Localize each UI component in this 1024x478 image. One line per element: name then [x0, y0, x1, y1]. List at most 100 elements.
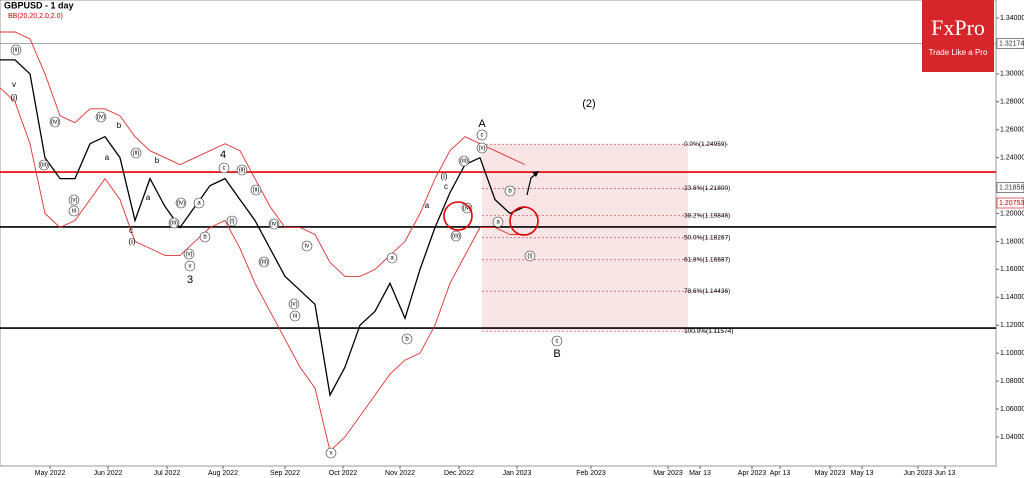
fib-label: 38.2%(1.19846) [684, 212, 730, 219]
wave-label: c [481, 133, 484, 139]
wave-circle [130, 147, 142, 159]
y-tick-label: 1.10000 [1000, 350, 1024, 357]
wave-label: (ii) [13, 48, 20, 54]
wave-label: 4 [220, 149, 226, 161]
wave-label: (iv) [97, 115, 105, 121]
wave-label: c [129, 226, 133, 235]
wave-circle [236, 164, 248, 176]
wave-label: v [189, 264, 192, 270]
wave-circle [268, 218, 280, 230]
x-tick-label: Jan 2023 [503, 470, 532, 477]
wave-circle [183, 248, 195, 260]
wave-label: iv [305, 244, 309, 250]
y-tick-label: 1.08000 [1000, 378, 1024, 385]
wave-circle [68, 205, 80, 217]
highlight-circle [443, 201, 473, 231]
wave-label: (iv) [51, 120, 59, 126]
x-tick-label: Sep 2022 [270, 470, 300, 477]
y-tick-label: 1.16000 [1000, 266, 1024, 273]
wave-circle [289, 310, 301, 322]
wave-label: (v) [186, 252, 193, 258]
wave-label: a [425, 201, 430, 210]
wave-label: A [478, 118, 486, 130]
price-label: 1.20753 [999, 200, 1024, 207]
wave-circle [68, 194, 80, 206]
y-tick-label: 1.20000 [1000, 210, 1024, 217]
wave-circle [226, 215, 238, 227]
fib-label: 0.0%(1.24959) [684, 141, 727, 148]
wave-circle [193, 197, 205, 209]
wave-circle [95, 111, 107, 123]
wave-circle [551, 335, 563, 347]
price-line [0, 59, 526, 398]
x-tick-label: Jun 13 [934, 470, 955, 477]
wave-circle [504, 185, 516, 197]
plot-frame [0, 0, 997, 467]
wave-label: (i) [10, 93, 17, 102]
wave-circle [461, 202, 473, 214]
wave-label: v [12, 80, 16, 89]
wave-label: (i) [128, 237, 135, 246]
wave-circle [524, 250, 536, 262]
wave-label: b [508, 189, 512, 195]
y-tick-label: 1.06000 [1000, 406, 1024, 413]
price-label: 1.21856 [999, 184, 1024, 191]
price-marker [996, 182, 1024, 193]
wave-label: (iv) [463, 206, 471, 212]
wave-label: c [556, 339, 559, 345]
logo-name: FxPro [931, 15, 985, 40]
x-tick-label: Jun 2023 [904, 470, 933, 477]
arrow-head [532, 171, 539, 177]
band-line [0, 31, 526, 277]
wave-circle [386, 252, 398, 264]
wave-label: (iv) [177, 201, 185, 207]
x-tick-label: Mar 2023 [653, 470, 683, 477]
x-tick-label: May 2022 [35, 470, 66, 477]
x-tick-label: Mar 13 [689, 470, 711, 477]
y-tick-label: 1.12000 [1000, 322, 1024, 329]
fib-label: 78.6%(1.14436) [684, 288, 730, 295]
wave-label: (iii) [260, 260, 268, 266]
wave-label: (i) [440, 172, 447, 181]
wave-circle [250, 184, 262, 196]
wave-label: (iii) [40, 163, 48, 169]
price-marker [996, 197, 1024, 209]
x-tick-label: Jun 2022 [94, 470, 123, 477]
wave-label: (2) [582, 98, 595, 110]
fib-label: 50.0%(1.18267) [684, 234, 730, 241]
wave-label: iii [72, 209, 76, 215]
wave-circle [218, 162, 230, 174]
indicator-label: BB(20,20,2.0,2.0) [8, 13, 63, 20]
price-marker [996, 38, 1024, 49]
x-tick-label: Jul 2022 [154, 470, 181, 477]
wave-label: (ii) [239, 168, 246, 174]
wave-label: a [496, 220, 500, 226]
fib-label: 61.8%(1.16687) [684, 257, 730, 264]
wave-label: B [553, 348, 560, 360]
wave-circle [175, 197, 187, 209]
wave-label: (iv) [270, 222, 278, 228]
wave-label: b [155, 156, 160, 165]
wave-circle [49, 116, 61, 128]
wave-label: (v) [479, 146, 486, 152]
wave-label: (v) [291, 302, 298, 308]
wave-circle [325, 447, 337, 459]
x-tick-label: Apr 2023 [738, 470, 767, 477]
wave-label: b [203, 235, 207, 241]
wave-circle [288, 298, 300, 310]
x-tick-label: Feb 2023 [576, 470, 606, 477]
price-label: 1.32174 [999, 40, 1024, 47]
wave-circle [199, 231, 211, 243]
wave-circle [492, 216, 504, 228]
fib-zone [482, 144, 688, 332]
chart-title: GBPUSD - 1 day [4, 0, 74, 10]
wave-label: (iii) [170, 221, 178, 227]
wave-label: (i) [229, 219, 234, 225]
wave-circle [476, 129, 488, 141]
wave-label: 3 [187, 274, 193, 286]
wave-label: b [117, 121, 122, 130]
wave-circle [450, 230, 462, 242]
wave-circle [476, 142, 488, 154]
wave-circle [38, 159, 50, 171]
